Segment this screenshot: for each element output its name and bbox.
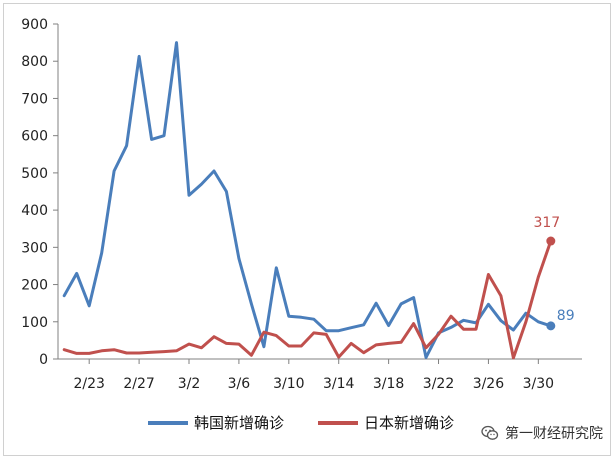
x-tick-label: 3/10 <box>273 376 304 392</box>
x-tick-label: 3/18 <box>373 376 404 392</box>
legend-label-korea: 韩国新增确诊 <box>194 414 285 432</box>
x-tick-label: 3/6 <box>228 376 251 392</box>
y-tick-label: 200 <box>21 278 48 294</box>
x-tick-label: 2/27 <box>123 376 154 392</box>
y-tick-label: 800 <box>21 54 48 70</box>
x-tick-label: 3/30 <box>523 376 554 392</box>
y-tick-label: 700 <box>21 91 48 107</box>
watermark-text: 第一财经研究院 <box>505 426 603 442</box>
series-layer <box>62 41 556 360</box>
series-line-1 <box>62 239 553 360</box>
x-tick-label: 2/23 <box>73 376 104 392</box>
x-tick-label: 3/14 <box>323 376 355 392</box>
x-tick-label: 3/22 <box>423 376 454 392</box>
watermark: 第一财经研究院 <box>481 423 603 443</box>
y-tick-label: 600 <box>21 129 48 145</box>
y-tick-label: 900 <box>21 17 48 33</box>
x-tick-label: 3/26 <box>473 376 505 392</box>
end-value-label: 317 <box>533 215 560 231</box>
x-tick-label: 3/2 <box>178 376 201 392</box>
labels-layer: 89 317 <box>533 215 574 324</box>
y-tick-label: 500 <box>21 166 48 182</box>
legend-label-japan: 日本新增确诊 <box>364 414 455 432</box>
wechat-icon <box>481 425 499 440</box>
chart-frame <box>3 3 611 456</box>
y-tick-label: 400 <box>21 203 48 219</box>
series-end-marker <box>546 236 556 246</box>
end-value-label: 89 <box>557 308 575 324</box>
legend-item-japan: 日本新增确诊 <box>318 412 454 433</box>
legend-item-korea: 韩国新增确诊 <box>148 412 284 433</box>
series-line-0 <box>62 41 553 359</box>
legend-swatch-japan <box>318 420 358 425</box>
y-tick-label: 300 <box>21 240 48 256</box>
y-tick-label: 0 <box>39 352 48 368</box>
series-end-marker <box>546 321 556 331</box>
axes: 0 100 200 300 400 500 600 700 800 900 2/23 2/27 3/2 3… <box>21 17 582 392</box>
legend-swatch-korea <box>148 420 188 425</box>
y-tick-label: 100 <box>21 315 48 331</box>
